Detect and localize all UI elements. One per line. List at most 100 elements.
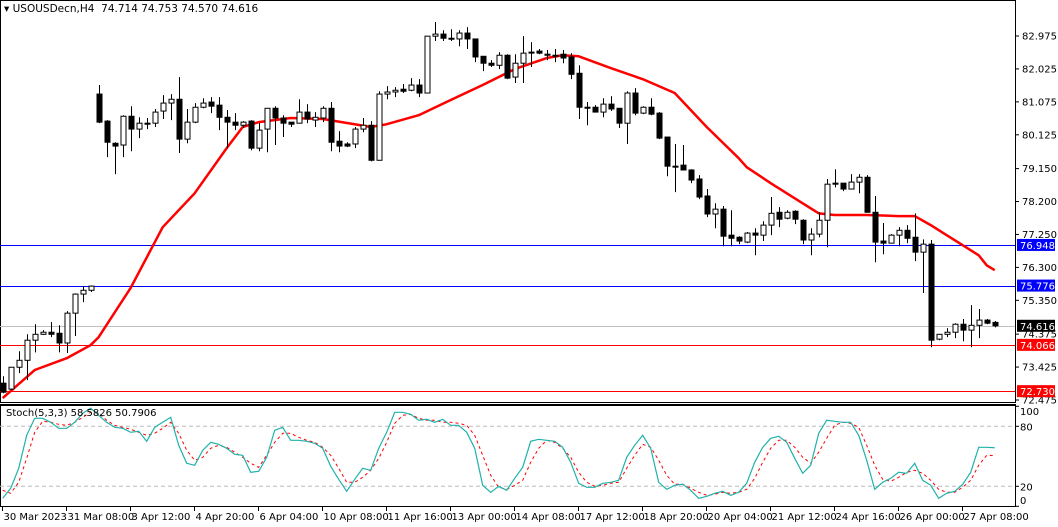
price-tick-label: 78.200 xyxy=(1022,197,1057,208)
time-tick-label: 24 Apr 16:00 xyxy=(836,512,901,523)
dropdown-triangle-icon[interactable]: ▾ xyxy=(4,3,13,15)
candle-body-bear xyxy=(232,121,239,126)
candle xyxy=(256,123,263,152)
time-tick-label: 26 Apr 00:00 xyxy=(900,512,965,523)
price-axis[interactable]: 82.975 82.025 81.075 80.125 79.150 78.200 77.2… xyxy=(1015,32,1057,407)
candle xyxy=(272,106,279,146)
candle xyxy=(424,35,431,94)
candle-body-bear xyxy=(792,210,799,220)
candle-body-bull xyxy=(88,285,95,291)
time-tick-label: 30 Mar 2023 xyxy=(4,512,67,523)
candle xyxy=(400,84,407,94)
candle xyxy=(720,206,727,247)
candle xyxy=(800,219,807,245)
candle-body-bull xyxy=(352,128,359,145)
candle xyxy=(928,240,935,348)
time-tick-label: 31 Mar 08:00 xyxy=(68,512,135,523)
candle xyxy=(704,189,711,218)
candle-body-bull xyxy=(856,176,863,183)
candle xyxy=(648,98,655,116)
candle-body-bull xyxy=(16,359,23,368)
level-badge: 72.730 xyxy=(1020,387,1055,398)
time-tick-label: 27 Apr 08:00 xyxy=(964,512,1029,523)
candle-body-bear xyxy=(632,92,639,114)
candle xyxy=(168,94,175,121)
candle-body-bull xyxy=(920,243,927,253)
candle xyxy=(696,175,703,200)
time-tick-label: 18 Apr 20:00 xyxy=(644,512,709,523)
candle-body-bear xyxy=(984,319,991,324)
candle-body-bear xyxy=(680,164,687,171)
candle-body-bear xyxy=(928,243,935,341)
candle-body-bull xyxy=(256,129,263,149)
candle xyxy=(920,239,927,294)
candle-body-bear xyxy=(288,121,295,125)
candle-body-bear xyxy=(560,53,567,59)
price-tick-label: 75.350 xyxy=(1022,296,1057,307)
candle xyxy=(448,29,455,42)
candle xyxy=(736,236,743,245)
candle-body-bull xyxy=(848,181,855,190)
candle-body-bull xyxy=(200,102,207,108)
candle xyxy=(984,319,991,325)
candle-body-bull xyxy=(936,333,943,340)
time-tick-label: 6 Apr 04:00 xyxy=(260,512,319,523)
candle-body-bull xyxy=(424,35,431,94)
candle-body-bear xyxy=(728,234,735,239)
candle xyxy=(824,179,831,248)
candle xyxy=(536,49,543,55)
candle xyxy=(360,117,367,133)
level-badge: 74.066 xyxy=(1020,341,1055,352)
candle-body-bear xyxy=(536,50,543,54)
time-tick-label: 13 Apr 00:00 xyxy=(452,512,517,523)
time-axis[interactable]: 30 Mar 2023 31 Mar 08:003 Apr 12:00 4 Apr … xyxy=(2,507,1029,523)
candle xyxy=(816,212,823,238)
candle xyxy=(784,210,791,220)
candle xyxy=(664,136,671,177)
candle-body-bull xyxy=(640,106,647,114)
stoch-tick-label: 20 xyxy=(1020,482,1033,493)
candle-body-bull xyxy=(976,319,983,326)
candle xyxy=(632,88,639,116)
candle xyxy=(472,38,479,63)
candle-body-bear xyxy=(104,120,111,143)
candle-body-bull xyxy=(160,102,167,112)
price-tick-label: 77.250 xyxy=(1022,230,1057,241)
candle-body-bear xyxy=(864,176,871,213)
candle xyxy=(568,53,575,80)
candle-body-bear xyxy=(616,107,623,124)
candle xyxy=(944,328,951,338)
stoch-main-line xyxy=(2,407,995,500)
candle-body-bear xyxy=(736,236,743,242)
candle xyxy=(488,60,495,68)
candle xyxy=(440,30,447,42)
candle xyxy=(616,107,623,129)
candle-body-bull xyxy=(432,33,439,37)
candle xyxy=(584,102,591,126)
candle-body-bull xyxy=(296,111,303,124)
candle-body-bear xyxy=(800,219,807,241)
candle xyxy=(936,333,943,341)
candle xyxy=(24,334,31,381)
candle-body-bull xyxy=(312,116,319,121)
candle-body-bull xyxy=(768,212,775,226)
candle xyxy=(128,106,135,152)
candle-body-bull xyxy=(520,52,527,64)
candle xyxy=(880,223,887,255)
candle-body-bear xyxy=(688,169,695,181)
candle-body-bear xyxy=(720,208,727,237)
candle xyxy=(192,103,199,124)
candle xyxy=(888,234,895,244)
candle-body-bear xyxy=(112,142,119,147)
candle xyxy=(0,376,7,394)
candle xyxy=(224,110,231,149)
candle xyxy=(312,112,319,127)
candle xyxy=(832,169,839,188)
candle-body-bear xyxy=(280,117,287,124)
candle-body-bear xyxy=(648,106,655,115)
level-badge-bg xyxy=(1017,338,1055,351)
candle xyxy=(808,228,815,256)
stoch-label: Stoch(5,3,3) 58.5826 50.7906 xyxy=(6,408,157,419)
candle-body-bull xyxy=(320,107,327,119)
